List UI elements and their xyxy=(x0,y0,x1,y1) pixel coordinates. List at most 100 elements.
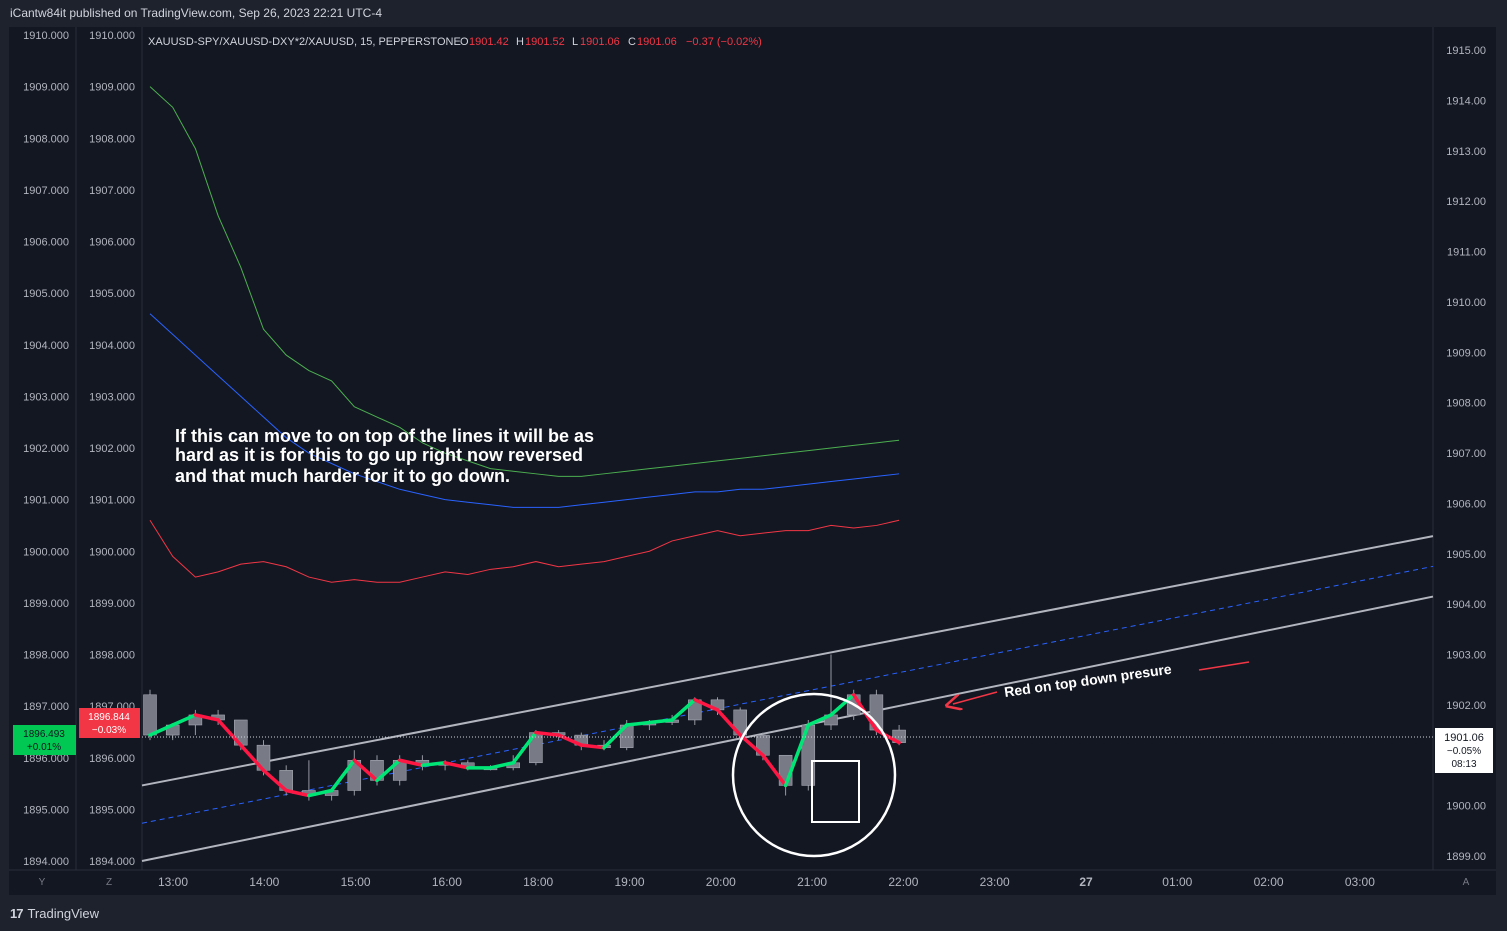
legend-ohlc: O 1901.42 H 1901.52 L 1901.06 C 1901.06 … xyxy=(460,36,762,48)
up-segment xyxy=(170,713,198,727)
left-tick-label: 1904.000 xyxy=(89,340,135,352)
published-text: iCantw84it published on TradingView.com,… xyxy=(10,6,383,20)
left-tick-label: 1896.000 xyxy=(23,753,69,765)
text-annotation[interactable]: If this can move to on top of the lines … xyxy=(175,426,594,486)
left-tick-label: 1895.000 xyxy=(89,804,135,816)
axis-button-z[interactable]: Z xyxy=(106,877,112,888)
right-badge-bg xyxy=(1435,728,1493,773)
highlight-circle[interactable] xyxy=(731,692,897,858)
up-segment xyxy=(329,758,357,793)
footer: 17 TradingView xyxy=(0,895,1507,931)
left-tick-label: 1894.000 xyxy=(89,856,135,868)
left-tick-label: 1895.000 xyxy=(23,804,69,816)
time-tick-label: 21:00 xyxy=(797,875,827,889)
right-tick-label: 1912.00 xyxy=(1446,196,1486,208)
right-badge-value: 1901.06 xyxy=(1444,732,1484,744)
left-tick-label: 1894.000 xyxy=(23,856,69,868)
left-tick-label: 1910.000 xyxy=(89,30,135,42)
left-tick-label: 1898.000 xyxy=(23,650,69,662)
tradingview-logo-icon: 17 xyxy=(10,906,24,921)
legend-l-value: 1901.06 xyxy=(580,36,620,48)
left-tick-label: 1905.000 xyxy=(23,288,69,300)
left-tick-label: 1899.000 xyxy=(89,598,135,610)
left-tick-label: 1902.000 xyxy=(89,443,135,455)
up-segment xyxy=(670,698,697,722)
time-tick-label: 02:00 xyxy=(1254,875,1284,889)
up-segment xyxy=(488,761,515,770)
annotation-arrow[interactable] xyxy=(953,691,998,704)
left-badge-2-change: −0.03% xyxy=(92,725,126,736)
legend-l-label: L xyxy=(572,36,578,48)
left-tick-label: 1899.000 xyxy=(23,598,69,610)
green-moving-average xyxy=(149,86,900,477)
note-line-3: and that much harder for it to go down. xyxy=(175,466,510,486)
right-tick-label: 1911.00 xyxy=(1447,247,1486,259)
right-tick-label: 1903.00 xyxy=(1446,650,1486,662)
down-segment xyxy=(239,743,266,773)
left-tick-label: 1905.000 xyxy=(89,288,135,300)
up-segment xyxy=(420,761,447,768)
left-badge-1-value: 1896.493 xyxy=(23,729,65,740)
left-tick-label: 1906.000 xyxy=(89,237,135,249)
left-tick-label: 1904.000 xyxy=(23,340,69,352)
down-segment xyxy=(874,728,901,745)
down-segment xyxy=(715,708,742,737)
left-badge-2-bg xyxy=(79,708,140,738)
left-tick-label: 1900.000 xyxy=(23,546,69,558)
time-tick-label: 01:00 xyxy=(1162,875,1192,889)
left-badge-1-bg xyxy=(13,725,76,755)
right-tick-label: 1902.00 xyxy=(1446,700,1486,712)
down-segment xyxy=(693,698,720,712)
left-tick-label: 1901.000 xyxy=(23,495,69,507)
moving-averages xyxy=(149,86,900,583)
tradingview-logo[interactable]: 17 TradingView xyxy=(10,906,99,921)
left-tick-label: 1907.000 xyxy=(89,185,135,197)
left-tick-label: 1909.000 xyxy=(23,82,69,94)
down-segment xyxy=(284,788,311,798)
time-tick-label: 20:00 xyxy=(706,875,736,889)
legend-c-label: C xyxy=(628,36,636,48)
left-badge-2-value: 1896.844 xyxy=(88,712,130,723)
down-segment xyxy=(534,730,561,737)
blue-moving-average xyxy=(149,313,900,508)
annotation-tail-line xyxy=(1198,661,1250,671)
highlight-box[interactable] xyxy=(811,760,860,823)
left-tick-label: 1900.000 xyxy=(89,546,135,558)
up-segment xyxy=(602,723,629,750)
right-price-axis[interactable]: 1915.00 1914.00 1913.00 1912.00 1911.00 1910.… xyxy=(1446,45,1486,863)
left-tick-label: 1903.000 xyxy=(23,391,69,403)
brand-name: TradingView xyxy=(27,906,100,921)
right-tick-label: 1906.00 xyxy=(1446,498,1486,510)
up-segment xyxy=(806,713,833,727)
up-segment xyxy=(783,723,811,788)
left-tick-label: 1909.000 xyxy=(89,82,135,94)
time-tick-label: 03:00 xyxy=(1345,875,1375,889)
right-badge-timer: 08:13 xyxy=(1451,759,1476,770)
time-tick-label: 13:00 xyxy=(158,875,188,889)
axis-button-auto[interactable]: A xyxy=(1463,877,1470,888)
chart-svg[interactable]: 1910.0001909.0001908.0001907.0001906.000… xyxy=(9,27,1496,895)
published-header: iCantw84it published on TradingView.com,… xyxy=(0,0,1507,27)
left-price-axis-2[interactable]: 1910.000 1909.000 1908.000 1907.000 1906.000… xyxy=(89,30,135,868)
left-price-axis-1[interactable]: 1910.000 1909.000 1908.000 1907.000 1906.000… xyxy=(23,30,69,868)
chart-frame[interactable]: 1910.000 1909.000 1908.000 1907.000 1906.000… xyxy=(9,27,1496,895)
up-segment xyxy=(148,723,175,737)
down-segment xyxy=(397,758,425,768)
time-axis[interactable]: 13:00 14:00 15:00 16:00 18:00 19:00 20:00 21:00… xyxy=(158,875,1375,889)
time-tick-label: 18:00 xyxy=(523,875,553,889)
legend-symbol[interactable]: XAUUSD-SPY/XAUUSD-DXY*2/XAUUSD, 15, PEPP… xyxy=(148,36,461,48)
left-tick-label: 1901.000 xyxy=(89,495,135,507)
time-tick-label: 23:00 xyxy=(980,875,1010,889)
up-segment xyxy=(511,730,538,765)
down-segment xyxy=(761,753,788,788)
legend-o-value: 1901.42 xyxy=(469,36,509,48)
axis-button-y[interactable]: Y xyxy=(39,877,46,888)
left-tick-label: 1898.000 xyxy=(89,650,135,662)
right-tick-label: 1899.00 xyxy=(1446,851,1486,863)
down-segment xyxy=(193,713,220,722)
up-segment xyxy=(307,788,334,798)
left-tick-label: 1908.000 xyxy=(23,133,69,145)
right-tick-label: 1908.00 xyxy=(1446,398,1486,410)
down-segment xyxy=(352,758,379,783)
down-segment xyxy=(579,743,606,750)
